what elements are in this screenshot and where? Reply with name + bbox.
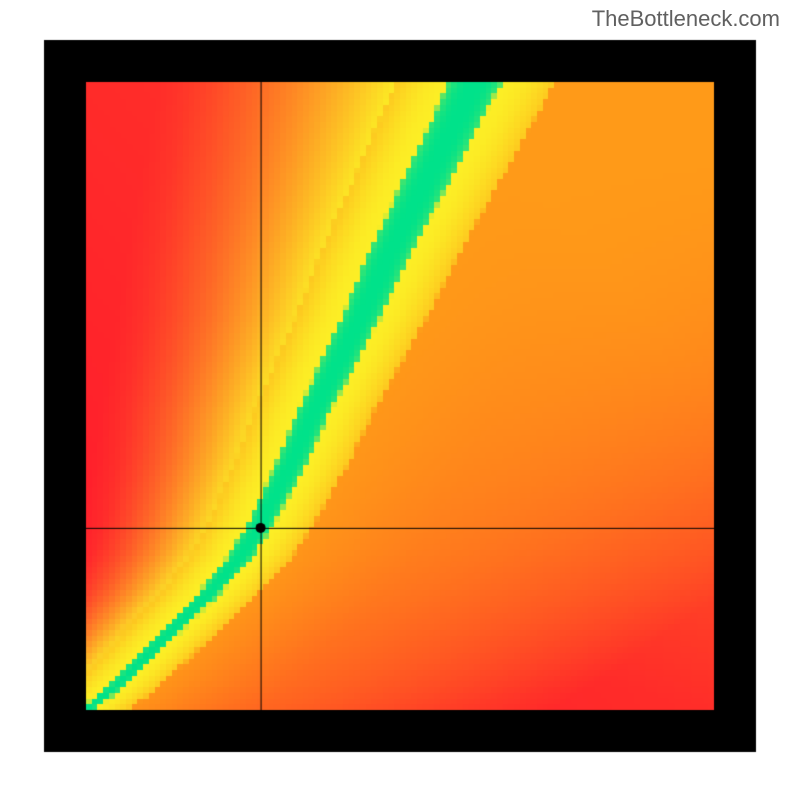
heatmap-canvas — [0, 0, 800, 800]
watermark-label: TheBottleneck.com — [592, 6, 780, 32]
